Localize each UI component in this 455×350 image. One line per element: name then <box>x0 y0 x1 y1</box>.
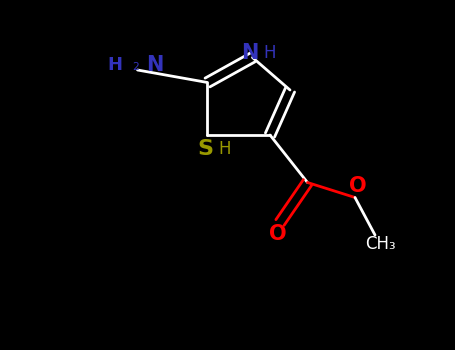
Text: H: H <box>219 140 231 158</box>
Text: H: H <box>264 44 276 63</box>
Text: N: N <box>147 55 164 75</box>
Text: S: S <box>197 139 213 159</box>
Text: H: H <box>107 56 122 74</box>
Text: N: N <box>241 42 259 63</box>
Text: $_2$: $_2$ <box>132 57 140 72</box>
Text: O: O <box>269 224 286 244</box>
Text: CH₃: CH₃ <box>365 235 395 253</box>
Text: O: O <box>349 176 366 196</box>
